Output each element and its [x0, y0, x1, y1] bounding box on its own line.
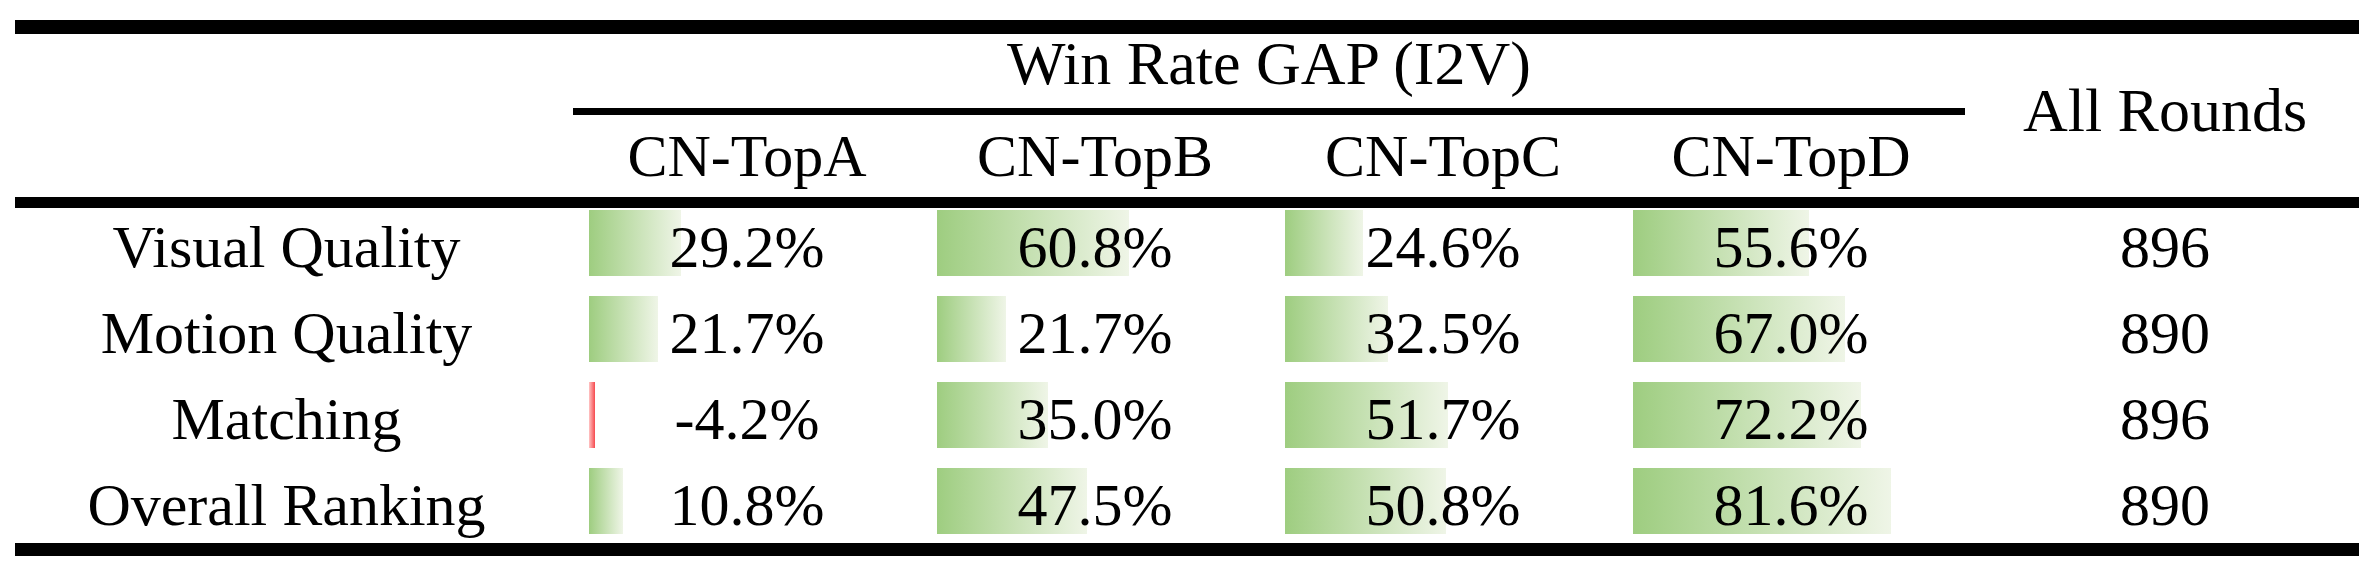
value-cell: 35.0%: [921, 376, 1269, 462]
value-text: 10.8%: [670, 475, 825, 535]
row-label: Matching: [0, 376, 573, 462]
value-text: 60.8%: [1018, 217, 1173, 277]
table-title: Win Rate GAP (I2V): [573, 18, 1965, 108]
value-cell: 21.7%: [921, 290, 1269, 376]
value-text: 55.6%: [1714, 217, 1869, 277]
value-cell: -4.2%: [573, 376, 921, 462]
column-header-row: CN-TopA CN-TopB CN-TopC CN-TopD: [0, 114, 2374, 198]
value-bar: [937, 296, 1006, 362]
value-text: 35.0%: [1018, 389, 1173, 449]
all-rounds-value: 890: [1965, 290, 2365, 376]
column-header-cn-topb: CN-TopB: [921, 114, 1269, 198]
value-text: 51.7%: [1366, 389, 1521, 449]
value-cell: 72.2%: [1617, 376, 1965, 462]
value-cell: 29.2%: [573, 204, 921, 290]
column-header-cn-topa: CN-TopA: [573, 114, 921, 198]
value-bar: [589, 468, 623, 534]
value-text: 21.7%: [1018, 303, 1173, 363]
value-bar: [1285, 210, 1363, 276]
value-cell: 81.6%: [1617, 462, 1965, 548]
value-text: 47.5%: [1018, 475, 1173, 535]
value-bar: [589, 210, 681, 276]
value-bar: [589, 296, 658, 362]
column-header-cn-topc: CN-TopC: [1269, 114, 1617, 198]
row-label: Overall Ranking: [0, 462, 573, 548]
row-label: Visual Quality: [0, 204, 573, 290]
value-cell: 24.6%: [1269, 204, 1617, 290]
value-text: 32.5%: [1366, 303, 1521, 363]
all-rounds-value: 890: [1965, 462, 2365, 548]
value-cell: 51.7%: [1269, 376, 1617, 462]
value-text: -4.2%: [675, 389, 820, 449]
all-rounds-value: 896: [1965, 376, 2365, 462]
value-text: 50.8%: [1366, 475, 1521, 535]
value-text: 21.7%: [670, 303, 825, 363]
value-text: 81.6%: [1714, 475, 1869, 535]
value-cell: 21.7%: [573, 290, 921, 376]
value-bar-negative: [589, 382, 595, 448]
table-row: Overall Ranking 10.8% 47.5% 50.8% 81.6% …: [0, 462, 2374, 548]
all-rounds-value: 896: [1965, 204, 2365, 290]
table-row: Motion Quality 21.7% 21.7% 32.5% 67.0% 8…: [0, 290, 2374, 376]
value-cell: 60.8%: [921, 204, 1269, 290]
bottom-rule: [15, 543, 2359, 556]
value-cell: 50.8%: [1269, 462, 1617, 548]
value-cell: 47.5%: [921, 462, 1269, 548]
value-cell: 67.0%: [1617, 290, 1965, 376]
win-rate-gap-table: Win Rate GAP (I2V) All Rounds CN-TopA CN…: [0, 0, 2374, 570]
value-text: 67.0%: [1714, 303, 1869, 363]
value-cell: 10.8%: [573, 462, 921, 548]
table-row: Matching -4.2% 35.0% 51.7% 72.2% 896: [0, 376, 2374, 462]
value-text: 24.6%: [1366, 217, 1521, 277]
value-text: 29.2%: [670, 217, 825, 277]
row-label: Motion Quality: [0, 290, 573, 376]
value-cell: 32.5%: [1269, 290, 1617, 376]
table-row: Visual Quality 29.2% 60.8% 24.6% 55.6% 8…: [0, 204, 2374, 290]
value-cell: 55.6%: [1617, 204, 1965, 290]
value-text: 72.2%: [1714, 389, 1869, 449]
column-header-cn-topd: CN-TopD: [1617, 114, 1965, 198]
